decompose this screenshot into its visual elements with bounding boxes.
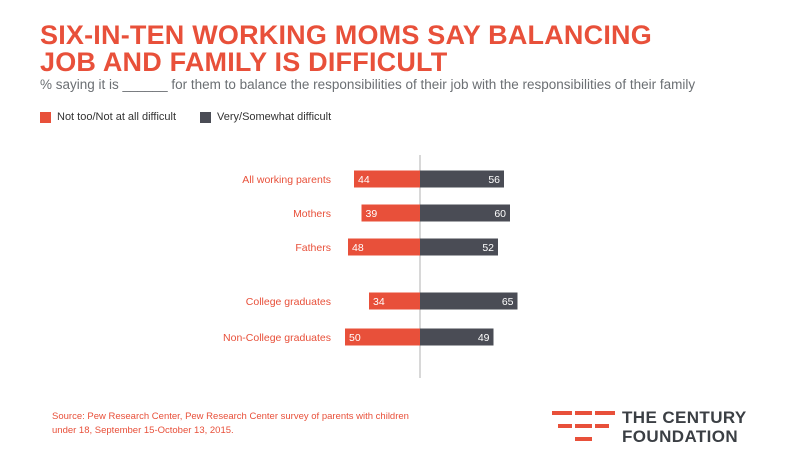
chart-title-line-1: SIX-IN-TEN WORKING MOMS SAY BALANCING	[40, 20, 652, 50]
data-label-not-difficult: 50	[349, 332, 361, 344]
data-label-difficult: 49	[478, 332, 490, 344]
data-label-not-difficult: 48	[352, 242, 364, 254]
logo-text: THE CENTURY FOUNDATION	[622, 408, 747, 446]
data-label-difficult: 60	[494, 208, 506, 220]
data-label-not-difficult: 34	[373, 296, 385, 308]
chart-title-line-2: JOB AND FAMILY IS DIFFICULT	[40, 47, 448, 77]
source-note: Source: Pew Research Center, Pew Researc…	[52, 410, 432, 438]
category-label: College graduates	[246, 296, 331, 308]
data-label-not-difficult: 44	[358, 174, 370, 186]
category-label: Non-College graduates	[223, 332, 331, 344]
legend-swatch-difficult	[200, 112, 211, 123]
legend-label-difficult: Very/Somewhat difficult	[217, 111, 332, 123]
chart-subtitle: % saying it is ______ for them to balanc…	[40, 77, 696, 92]
bar-difficult	[420, 204, 510, 222]
legend-label-not-difficult: Not too/Not at all difficult	[57, 111, 177, 123]
bar-difficult	[420, 238, 498, 256]
category-label: Fathers	[295, 242, 331, 254]
bar-not-difficult	[348, 238, 420, 256]
bar-not-difficult	[345, 328, 420, 346]
category-label: Mothers	[293, 208, 331, 220]
century-foundation-logo: THE CENTURY FOUNDATION	[552, 408, 772, 448]
bar-difficult	[420, 328, 494, 346]
logo-text-line-2: FOUNDATION	[622, 427, 739, 446]
source-line-1: Source: Pew Research Center, Pew Researc…	[52, 411, 409, 422]
logo-mark-icon	[552, 411, 615, 441]
category-label: All working parents	[242, 174, 331, 186]
data-label-difficult: 52	[482, 242, 494, 254]
source-line-2: under 18, September 15-October 13, 2015.	[52, 425, 234, 436]
logo-text-line-1: THE CENTURY	[622, 408, 747, 427]
bar-not-difficult	[354, 170, 420, 188]
data-label-difficult: 56	[488, 174, 500, 186]
chart-title: SIX-IN-TEN WORKING MOMS SAY BALANCING JO…	[40, 22, 760, 76]
data-label-difficult: 65	[502, 296, 514, 308]
bar-difficult	[420, 292, 518, 310]
bar-difficult	[420, 170, 504, 188]
legend-swatch-not-difficult	[40, 112, 51, 123]
data-label-not-difficult: 39	[366, 208, 378, 220]
bar-not-difficult	[369, 292, 420, 310]
bar-not-difficult	[361, 204, 420, 222]
